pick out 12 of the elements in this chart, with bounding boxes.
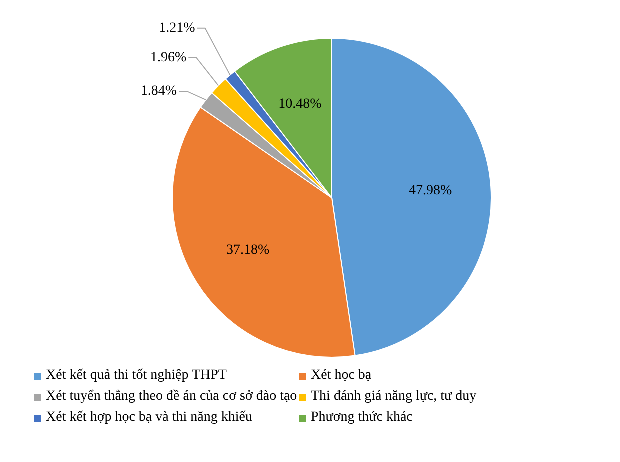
data-label: 1.21%: [159, 21, 196, 36]
data-label: 1.96%: [150, 50, 187, 66]
legend-label: Xét tuyển thẳng theo đề án của cơ sở đào tạo: [46, 389, 298, 405]
data-label: 10.48%: [278, 97, 322, 112]
legend-label: Phương thức khác: [311, 410, 413, 426]
data-label: 47.98%: [409, 183, 453, 198]
data-label: 1.84%: [140, 84, 178, 100]
legend-label: Xét kết quả thi tốt nghiệp THPT: [46, 368, 227, 384]
legend-label: Xét kết hợp học bạ và thi năng khiếu: [46, 410, 252, 426]
legend-label: Thi đánh giá năng lực, tư duy: [311, 389, 477, 405]
data-label: 37.18%: [226, 242, 270, 258]
legend-label: Xét học bạ: [311, 368, 372, 384]
